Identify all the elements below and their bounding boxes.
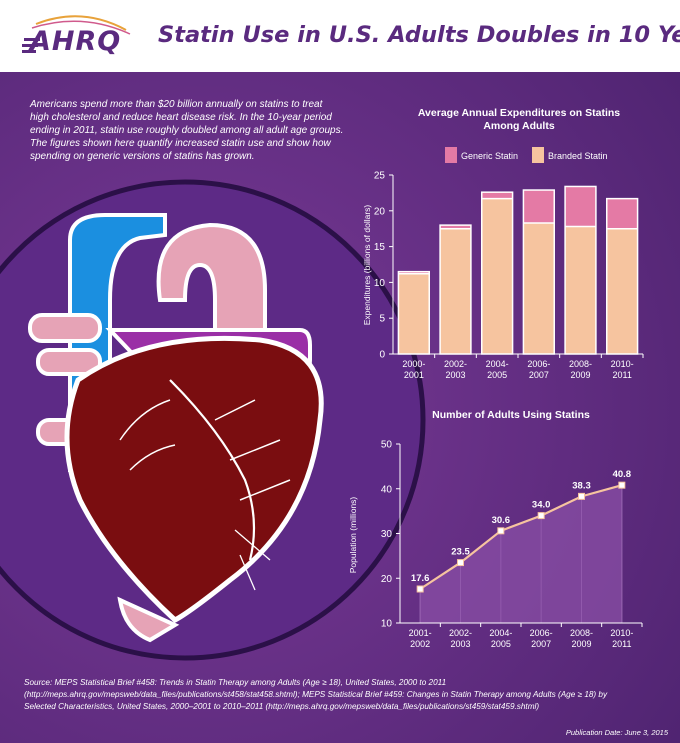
- bar-y-tick-label: 5: [379, 314, 385, 325]
- legend-swatch-branded: [532, 147, 544, 163]
- intro-line: Americans spend more than $20 billion an…: [30, 99, 323, 110]
- bar-x-tick-label: 2009: [570, 370, 590, 380]
- bar-x-tick-label: 2008-: [569, 359, 592, 369]
- legend-label-generic: Generic Statin: [461, 151, 518, 161]
- area-x-tick-label: 2002: [410, 639, 430, 649]
- page-title: Statin Use in U.S. Adults Doubles in 10 …: [158, 22, 680, 48]
- area-x-tick-label: 2002-: [449, 628, 472, 638]
- bar-branded: [565, 226, 596, 354]
- background-art: [0, 72, 680, 743]
- area-x-tick-label: 2009: [571, 639, 591, 649]
- bar-generic: [606, 198, 638, 229]
- bar-branded: [398, 273, 430, 354]
- bar-chart-y-axis-label: Expenditures (billions of dollars): [362, 205, 372, 326]
- area-point: [416, 585, 424, 593]
- area-fill: [420, 485, 622, 623]
- area-x-tick-label: 2004-: [489, 628, 512, 638]
- bar-x-tick-label: 2010-: [611, 359, 634, 369]
- area-y-tick-label: 40: [381, 484, 393, 495]
- bar-generic: [565, 186, 596, 227]
- area-data-label: 40.8: [613, 469, 632, 480]
- area-x-tick-label: 2008-: [570, 628, 593, 638]
- bar-y-tick-label: 15: [374, 242, 386, 253]
- area-point: [497, 527, 505, 535]
- bar-y-tick-label: 25: [374, 171, 386, 182]
- bar-x-tick-label: 2011: [612, 370, 631, 380]
- bar-x-tick-label: 2005: [487, 370, 507, 380]
- area-x-tick-label: 2007: [531, 639, 551, 649]
- expenditures-bar-chart: Average Annual Expenditures on Statins A…: [362, 107, 644, 380]
- intro-line: ending in 2011, statin use roughly doubl…: [30, 125, 344, 136]
- intro-line: The figures shown here quantify increase…: [30, 138, 331, 149]
- area-point: [618, 481, 626, 489]
- bar-x-tick-label: 2006-: [527, 359, 550, 369]
- ahrq-logo: [22, 15, 131, 53]
- bar-x-tick-label: 2003: [445, 370, 465, 380]
- source-line: (http://meps.ahrq.gov/mepsweb/data_files…: [24, 690, 608, 699]
- bar-branded: [481, 198, 513, 354]
- area-y-tick-label: 30: [381, 529, 393, 540]
- bar-branded: [440, 228, 471, 354]
- area-y-tick-label: 10: [381, 619, 393, 630]
- legend-swatch-generic: [445, 147, 457, 163]
- area-data-label: 17.6: [411, 573, 430, 584]
- area-point: [457, 559, 464, 567]
- intro-line: high cholesterol and reduce heart diseas…: [30, 112, 332, 123]
- bar-chart-title-line-2: Among Adults: [483, 120, 555, 132]
- logo-text: AHRQ: [30, 26, 122, 57]
- bar-x-tick-label: 2007: [529, 370, 549, 380]
- area-line: [419, 484, 623, 590]
- area-point: [537, 512, 545, 520]
- source-line: Source: MEPS Statistical Brief #458: Tre…: [24, 678, 447, 687]
- bar-x-tick-label: 2004-: [486, 359, 509, 369]
- bar-chart-legend: Generic Statin Branded Statin: [445, 147, 608, 163]
- bar-y-tick-label: 0: [379, 350, 385, 361]
- area-chart-title: Number of Adults Using Statins: [432, 409, 590, 421]
- area-data-label: 38.3: [572, 480, 591, 491]
- bar-generic: [440, 225, 471, 229]
- adults-area-chart: Number of Adults Using Statins Populatio…: [348, 409, 643, 649]
- area-chart-y-axis-label: Population (millions): [348, 497, 358, 574]
- source-line: Selected Characteristics, United States,…: [24, 702, 540, 711]
- area-x-tick-label: 2011: [612, 639, 631, 649]
- bar-y-tick-label: 20: [374, 206, 386, 217]
- source-note: Source: MEPS Statistical Brief #458: Tre…: [24, 677, 664, 713]
- bar-x-tick-label: 2000-: [402, 359, 425, 369]
- area-x-tick-label: 2003: [450, 639, 470, 649]
- bar-branded: [523, 222, 555, 354]
- bar-branded: [606, 228, 638, 354]
- publication-date: Publication Date: June 3, 2015: [565, 728, 668, 737]
- area-point: [578, 492, 585, 500]
- bar-generic: [481, 192, 513, 199]
- bar-chart-title-line-1: Average Annual Expenditures on Statins: [418, 107, 620, 119]
- area-x-tick-label: 2006-: [530, 628, 553, 638]
- bar-generic: [523, 190, 555, 223]
- heart-illustration: [28, 213, 324, 643]
- intro-line: spending on generic versions of statins …: [30, 151, 255, 162]
- area-data-label: 23.5: [451, 547, 470, 558]
- bar-x-tick-label: 2002-: [444, 359, 467, 369]
- area-x-tick-label: 2010-: [610, 628, 633, 638]
- header-bar: AHRQ Statin Use in U.S. Adults Doubles i…: [0, 0, 680, 72]
- area-y-tick-label: 50: [381, 440, 393, 451]
- intro-paragraph: Americans spend more than $20 billion an…: [30, 98, 360, 163]
- area-data-label: 30.6: [492, 515, 511, 526]
- bar-generic: [398, 271, 430, 274]
- legend-label-branded: Branded Statin: [548, 151, 608, 161]
- area-y-tick-label: 20: [381, 574, 393, 585]
- area-x-tick-label: 2005: [491, 639, 511, 649]
- bar-y-tick-label: 10: [374, 278, 386, 289]
- area-data-label: 34.0: [532, 500, 551, 511]
- area-x-tick-label: 2001-: [409, 628, 432, 638]
- bar-x-tick-label: 2001: [404, 370, 424, 380]
